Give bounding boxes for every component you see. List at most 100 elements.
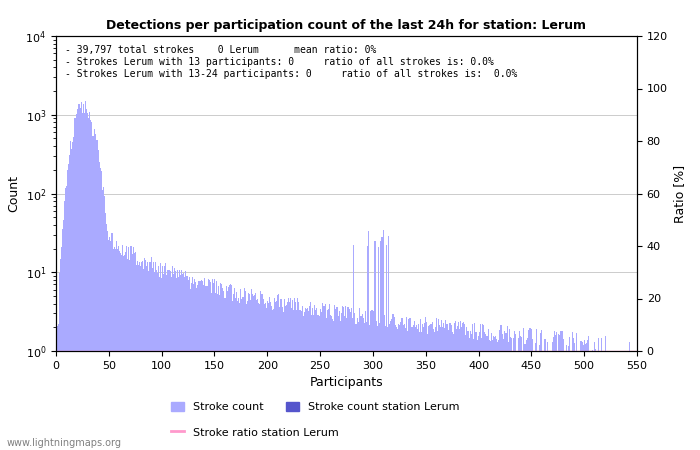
Bar [312, 308, 313, 450]
Bar [233, 294, 234, 450]
Bar [210, 282, 211, 450]
Bar [549, 351, 550, 450]
Bar [425, 317, 426, 450]
Bar [341, 313, 342, 450]
Bar [573, 338, 574, 450]
Bar [530, 328, 531, 450]
Bar [253, 296, 254, 450]
Bar [366, 322, 367, 450]
Bar [537, 351, 538, 450]
Bar [314, 305, 315, 450]
Bar [57, 324, 59, 450]
Bar [498, 340, 499, 450]
Bar [274, 298, 275, 450]
Bar [371, 310, 372, 450]
Bar [254, 295, 255, 450]
Bar [290, 298, 291, 450]
Bar [62, 230, 63, 450]
Bar [489, 341, 491, 450]
Bar [162, 266, 163, 450]
Bar [183, 273, 184, 450]
Bar [251, 289, 252, 450]
Bar [144, 258, 146, 450]
Bar [480, 324, 481, 450]
Bar [283, 312, 284, 450]
Bar [225, 287, 227, 450]
Bar [105, 213, 106, 450]
Bar [321, 312, 322, 450]
Bar [522, 351, 524, 450]
Bar [323, 306, 324, 450]
Bar [120, 253, 121, 450]
Bar [241, 299, 242, 450]
Bar [389, 324, 391, 450]
Bar [298, 302, 300, 450]
Bar [557, 351, 559, 450]
Bar [623, 351, 624, 450]
Bar [70, 141, 71, 450]
Bar [119, 251, 120, 450]
Bar [257, 299, 258, 450]
Bar [468, 338, 470, 450]
Bar [141, 262, 142, 450]
Bar [421, 332, 422, 450]
Bar [80, 102, 82, 450]
Bar [541, 330, 542, 450]
Bar [206, 286, 208, 450]
Bar [97, 140, 98, 450]
Bar [538, 351, 539, 450]
Bar [508, 342, 509, 450]
Bar [356, 318, 358, 450]
Bar [571, 351, 572, 450]
Bar [113, 248, 115, 450]
Bar [495, 337, 496, 450]
Y-axis label: Count: Count [7, 175, 20, 212]
Bar [461, 327, 462, 450]
Bar [152, 268, 153, 450]
Bar [358, 308, 360, 450]
Bar [559, 335, 561, 450]
Bar [512, 351, 513, 450]
Bar [399, 325, 400, 450]
Bar [276, 301, 277, 450]
Bar [265, 303, 266, 450]
Bar [124, 255, 125, 450]
Bar [277, 295, 279, 450]
Bar [608, 351, 609, 450]
Bar [339, 311, 340, 450]
Bar [318, 316, 320, 450]
Bar [198, 281, 199, 450]
Bar [481, 338, 482, 450]
Bar [221, 284, 223, 450]
Bar [317, 315, 318, 450]
Bar [501, 325, 503, 450]
Bar [368, 231, 369, 450]
Bar [85, 101, 86, 450]
Bar [325, 304, 326, 450]
Bar [445, 320, 447, 450]
Bar [603, 351, 605, 450]
Bar [195, 282, 196, 450]
Bar [82, 113, 83, 450]
Bar [464, 324, 466, 450]
Bar [391, 319, 393, 450]
Bar [430, 324, 431, 450]
Bar [631, 351, 632, 450]
Bar [437, 332, 438, 450]
Bar [563, 339, 564, 450]
Bar [217, 294, 218, 450]
Bar [629, 342, 630, 450]
Bar [624, 351, 625, 450]
Bar [474, 323, 475, 450]
Bar [436, 319, 437, 450]
Bar [349, 309, 350, 450]
Bar [564, 351, 565, 450]
Legend: Stroke ratio station Lerum: Stroke ratio station Lerum [166, 423, 343, 442]
Bar [150, 257, 152, 450]
Bar [59, 273, 60, 450]
Bar [346, 319, 347, 450]
Bar [197, 285, 198, 450]
Bar [630, 351, 631, 450]
Bar [230, 284, 231, 450]
Bar [148, 270, 150, 450]
